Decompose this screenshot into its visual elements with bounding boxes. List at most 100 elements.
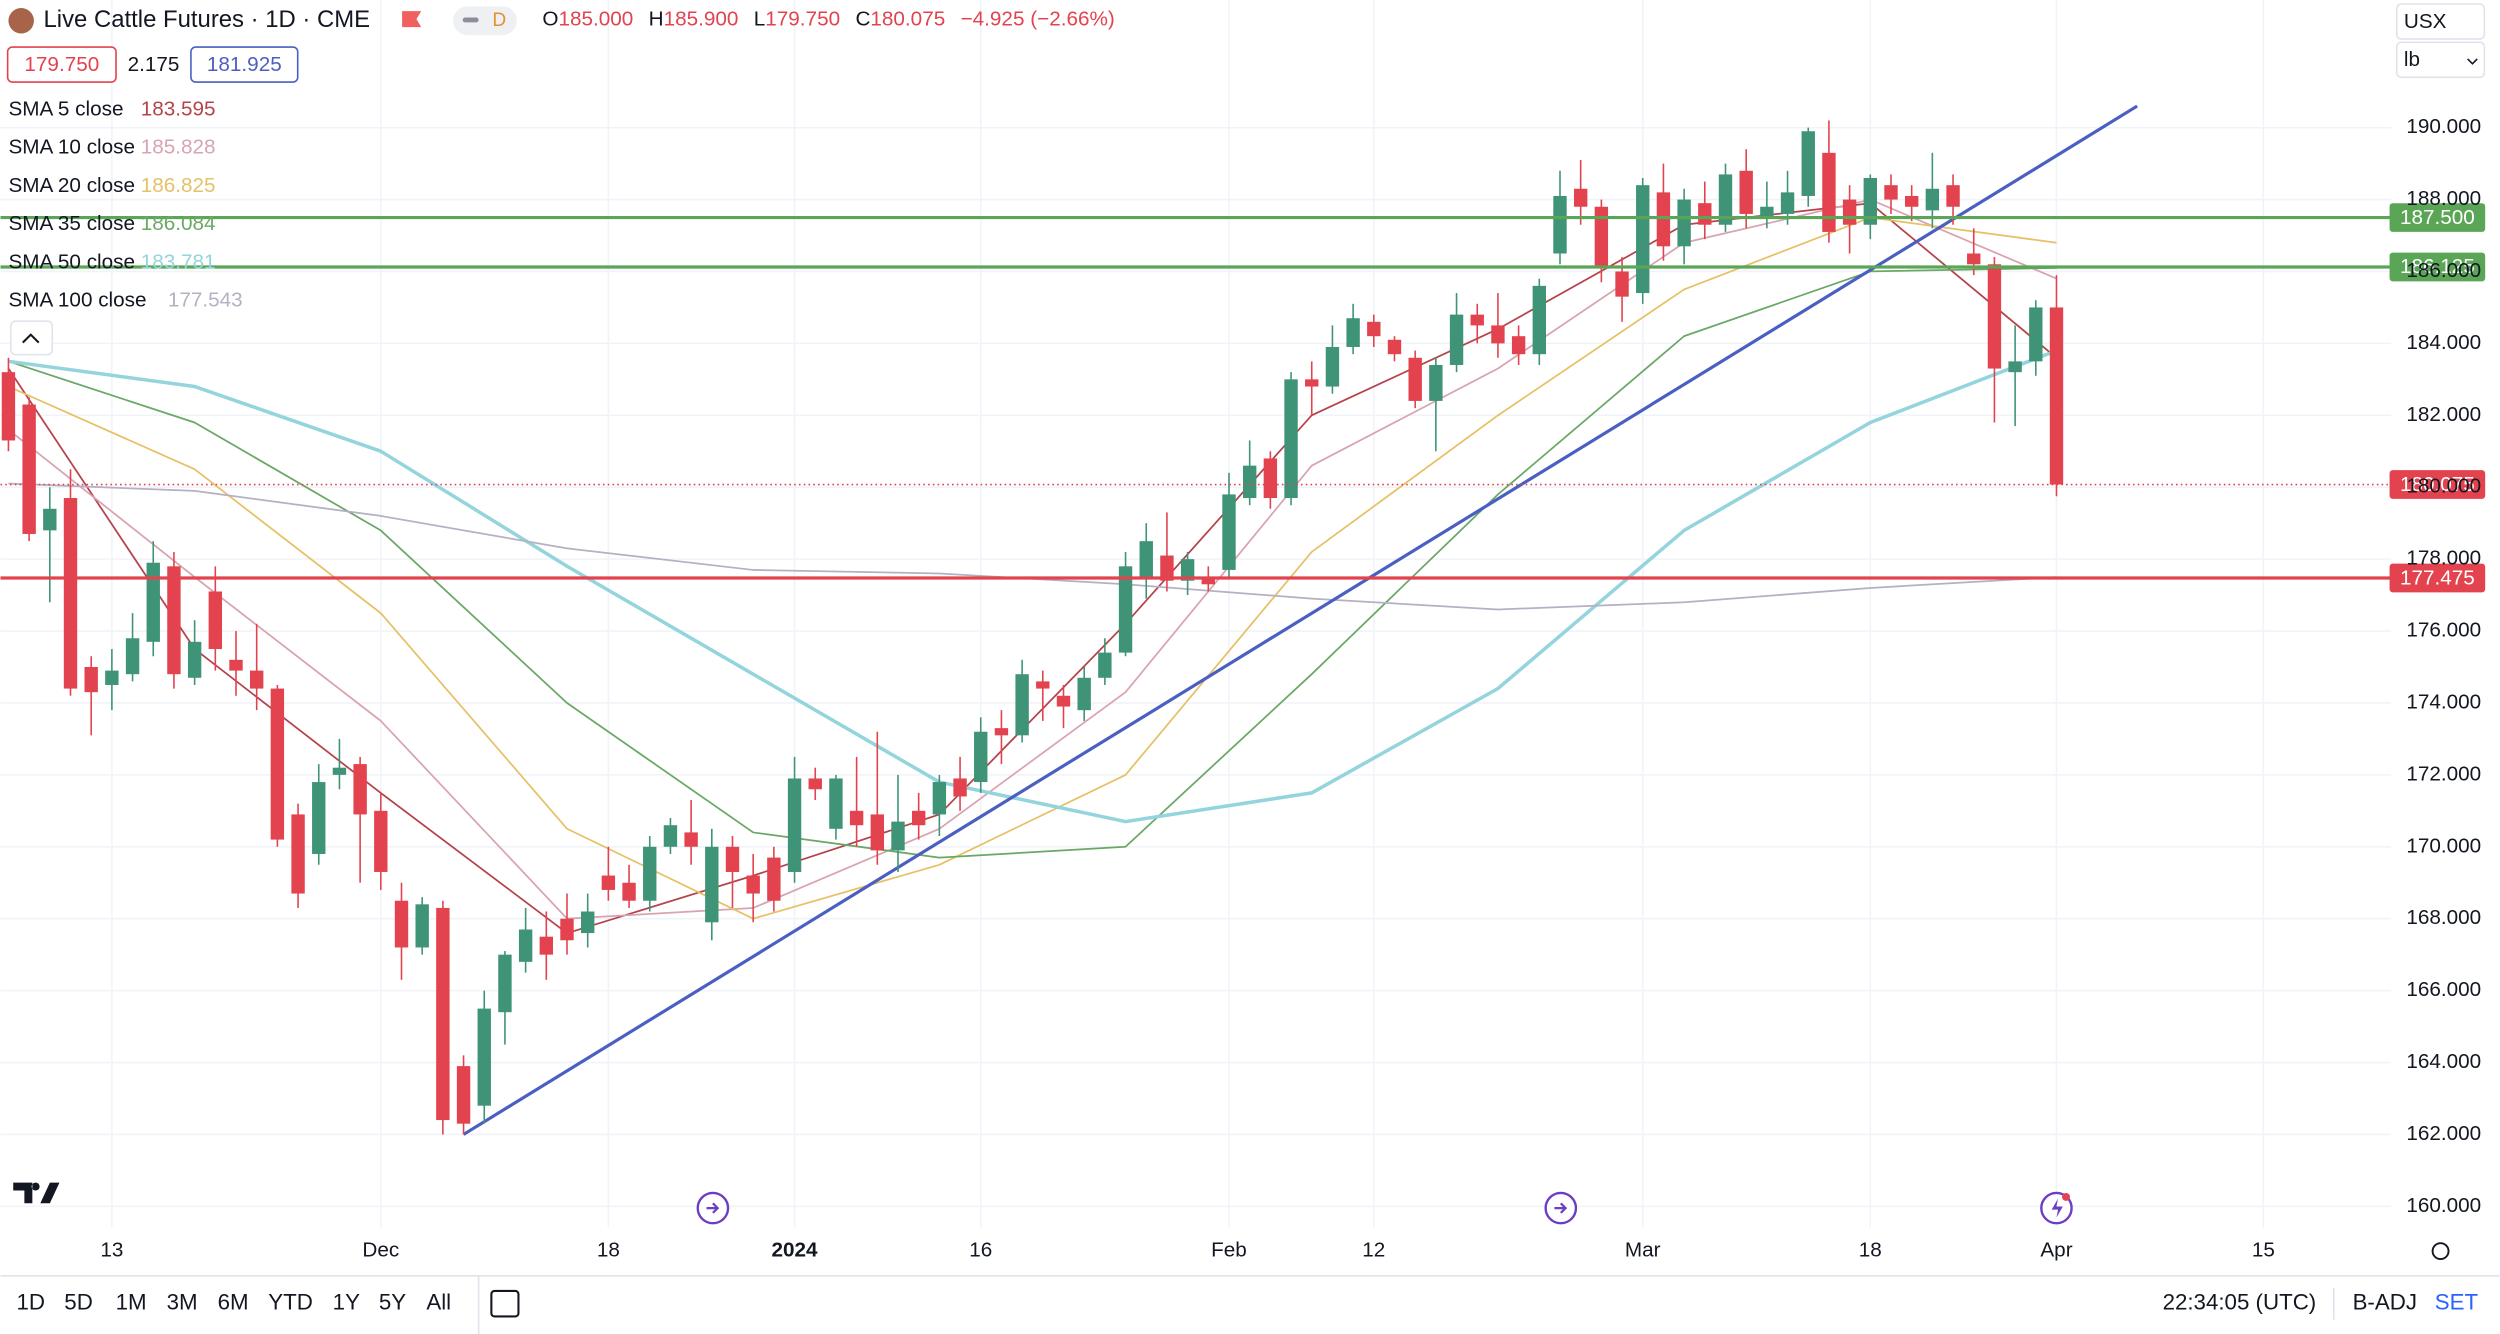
range-button[interactable]: YTD [268,1290,313,1315]
range-button[interactable]: 1Y [333,1290,360,1315]
settings-icon[interactable] [2431,1242,2450,1261]
candle-body [1098,652,1112,678]
price-badge [2389,252,2486,282]
event-glyph [1554,1202,1568,1214]
candle-body [1139,541,1153,578]
range-button[interactable]: 3M [167,1290,198,1315]
ask: 181.925 [207,53,282,76]
collapse-button[interactable] [10,320,54,356]
ohlc-value: 180.075 [870,8,945,31]
axes: 160.000 162.000 164.000 166.000 168.000 170.0… [100,115,2481,1261]
candle-body [663,825,678,847]
candle-body [1180,559,1195,581]
candle-body [1036,681,1050,689]
candle-body [1077,677,1091,711]
candle-body [1387,339,1402,355]
candle-body [374,810,388,872]
legend-value: 183.595 [141,97,216,120]
candle-body [1656,192,1671,247]
range-button[interactable]: 5Y [379,1290,406,1315]
price-badge-label: 180.075 [2400,473,2475,496]
settings-button[interactable]: SET [2435,1290,2479,1315]
candle-body [560,918,574,941]
candle-body [1739,170,1753,214]
candle-body [829,778,843,829]
candle-body [146,562,160,642]
timeframe-badge: D [492,10,506,31]
candle-body [767,857,781,901]
candle-body [1511,336,1526,355]
candle-body [249,670,264,689]
x-tick-label: 18 [1859,1239,1882,1262]
candle-body [415,904,429,948]
y-tick-label: 188.000 [2406,187,2481,210]
flag-icon[interactable] [402,11,422,28]
unit-select[interactable] [2395,41,2486,79]
sma-line [8,348,2058,824]
range-button[interactable]: 5D [64,1290,93,1315]
sma-line [7,202,2058,935]
range-button[interactable]: 1D [16,1290,45,1315]
ohlc: O185.000 H185.900 L179.750 C180.075 −4.9… [542,8,1114,31]
y-tick-label: 190.000 [2406,115,2481,138]
candle-body [1325,346,1340,387]
candle-body [1367,321,1381,337]
range-button[interactable]: All [426,1290,451,1315]
candle-body [622,882,636,901]
currency-select[interactable] [2395,3,2486,40]
x-tick-label: 16 [969,1239,992,1262]
candle-body [1884,185,1898,200]
y-tick-label: 164.000 [2406,1050,2481,1073]
candle-body [1987,264,2002,369]
sma-line [8,216,2057,920]
candle-body [705,846,719,923]
indicators [7,104,2139,1136]
candle-body [2029,307,2043,362]
y-tick-label: 172.000 [2406,762,2481,785]
candle-body [312,782,326,854]
candle-body [63,498,78,689]
trendline [462,104,2139,1136]
candle-body [498,954,512,1013]
candle-body [1408,357,1422,401]
unit: lb [2404,48,2420,71]
candle-body [994,728,1009,736]
candle-body [1305,379,1319,387]
price-badge-label: 177.475 [2400,566,2475,589]
calendar-icon[interactable] [490,1289,520,1318]
candle-body [849,810,864,826]
candle-body [746,875,760,894]
candle-body [518,929,533,962]
bid-box[interactable] [6,46,117,83]
adjust-button[interactable]: B-ADJ [2353,1290,2417,1315]
candle-body [1284,379,1298,499]
candle-body [229,659,243,671]
ohlc-key: O [542,8,558,31]
y-tick-label: 162.000 [2406,1122,2481,1145]
candle-body [1863,177,1877,225]
candle-body [1015,674,1029,736]
y-tick-label: 180.000 [2406,475,2481,498]
range-button[interactable]: 1M [116,1290,147,1315]
legend-value: 183.781 [141,250,216,273]
legend-name: SMA 10 close [8,136,135,159]
y-tick-label: 160.000 [2406,1194,2481,1217]
ask-box[interactable] [190,46,299,83]
chart-title: Live Cattle Futures · 1D · CME [44,6,371,33]
price-badge [2389,470,2486,499]
candle-body [808,778,822,790]
candle-body [2008,361,2022,373]
candle-body [1,372,16,441]
x-tick-label: Dec [362,1239,399,1262]
candle-body [580,911,595,934]
range-button[interactable]: 6M [218,1290,249,1315]
candle-body [1449,314,1464,365]
candle-body [2049,307,2064,485]
candle-body [353,764,367,815]
candle-body [1056,695,1071,707]
legend-value: 186.084 [141,212,216,235]
ohlc-key: L [754,8,766,31]
candle-body [601,875,616,890]
